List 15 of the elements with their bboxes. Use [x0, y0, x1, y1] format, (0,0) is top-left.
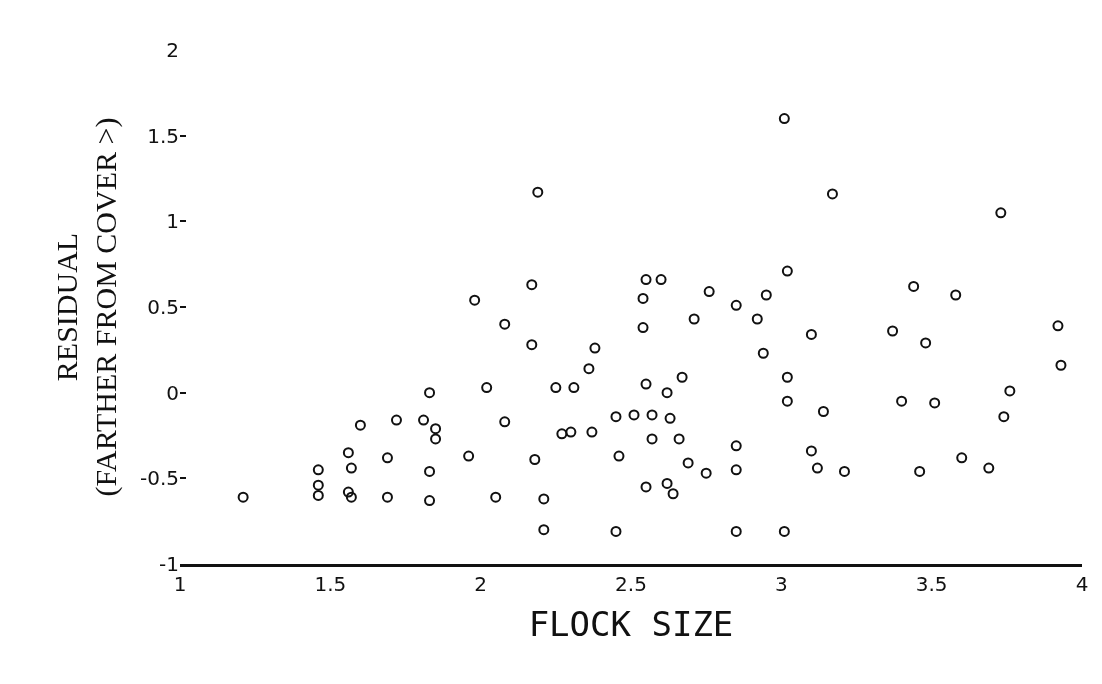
- y-tick-label: 1: [166, 209, 179, 234]
- x-axis-title: FLOCK SIZE: [528, 604, 734, 645]
- x-tick-label: 2: [474, 572, 488, 596]
- x-tick-label: 3: [774, 572, 788, 596]
- y-tick-label: 0.5: [147, 295, 179, 319]
- x-tick-label: 4: [1075, 572, 1089, 596]
- x-tick-label: 3.5: [915, 572, 948, 596]
- x-tick-label: 2.5: [615, 572, 647, 596]
- y-tick-label: 0: [166, 380, 179, 405]
- y-axis-title: RESIDUAL (FARTHER FROM COVER >): [49, 117, 123, 497]
- y-tick-label: 1.5: [147, 123, 179, 148]
- x-tick-label: 1.5: [314, 572, 347, 596]
- y-tick-label: -0.5: [139, 466, 179, 491]
- y-tick-label: 2: [166, 38, 179, 62]
- y-tick-label: -1: [159, 552, 179, 576]
